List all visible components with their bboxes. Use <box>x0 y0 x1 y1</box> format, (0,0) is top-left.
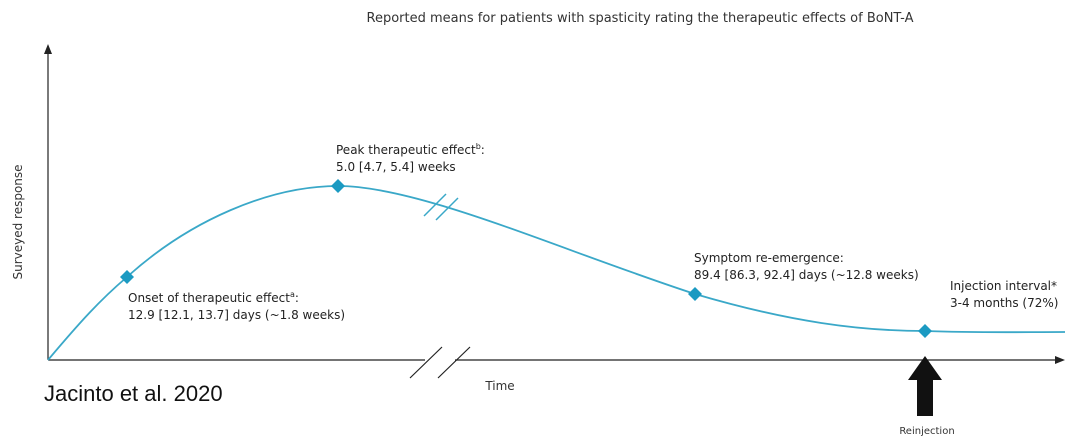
axis-break-gap <box>425 355 455 365</box>
superscript: a <box>290 290 295 299</box>
annotation-detail: 12.9 [12.1, 13.7] days (~1.8 weeks) <box>128 308 345 322</box>
superscript: b <box>476 142 481 151</box>
x-axis-label: Time <box>484 379 514 393</box>
title: Reported means for patients with spastic… <box>367 11 914 26</box>
annotation-detail: 3-4 months (72%) <box>950 296 1058 310</box>
reinjection-arrow <box>908 356 942 416</box>
y-axis-arrow <box>44 44 52 54</box>
annotation-detail: 89.4 [86.3, 92.4] days (~12.8 weeks) <box>694 268 919 282</box>
annotation-label: Peak therapeutic effectb: <box>336 142 485 157</box>
label-suffix: : <box>481 143 485 157</box>
y-axis-label: Surveyed response <box>11 164 25 279</box>
annotation-label: Onset of therapeutic effecta: <box>128 290 299 305</box>
annotation-label: Symptom re-emergence: <box>694 251 844 265</box>
label-text: Onset of therapeutic effect <box>128 291 290 305</box>
label-suffix: : <box>295 291 299 305</box>
x-axis-arrow <box>1055 356 1065 364</box>
marker <box>331 179 345 193</box>
curve-break <box>435 197 459 221</box>
curve-break <box>423 193 447 217</box>
axis-break <box>437 346 471 379</box>
citation: Jacinto et al. 2020 <box>44 381 223 406</box>
axis-break <box>409 346 443 379</box>
marker <box>918 324 932 338</box>
label-text: Peak therapeutic effect <box>336 143 476 157</box>
marker <box>120 270 134 284</box>
annotation-detail: 5.0 [4.7, 5.4] weeks <box>336 160 456 174</box>
annotation-label: Injection interval* <box>950 279 1057 293</box>
marker <box>688 287 702 301</box>
arrow-label: Reinjection <box>899 426 954 437</box>
